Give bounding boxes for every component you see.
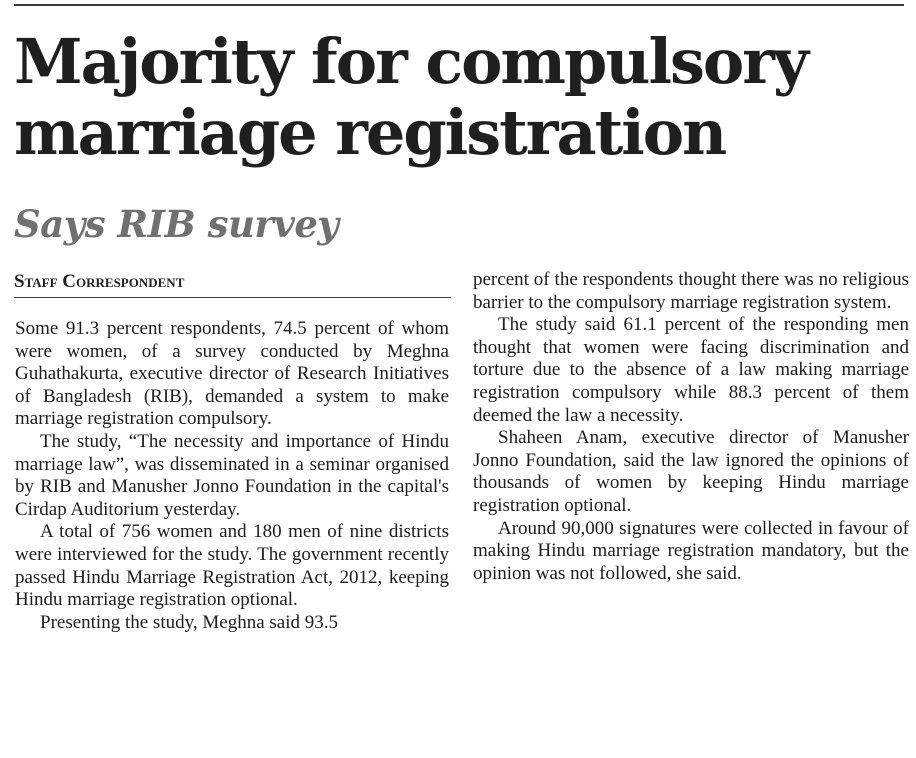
article-column-right: percent of the respondents thought there… [473,269,909,585]
paragraph: Shaheen Anam, executive director of Manu… [473,427,909,516]
byline: Staff Correspondent [14,271,185,292]
byline-rule [14,297,451,298]
paragraph: A total of 756 women and 180 men of nine… [15,521,449,611]
paragraph: Some 91.3 percent respondents, 74.5 perc… [15,318,449,430]
paragraph: percent of the respondents thought there… [473,269,909,313]
paragraph: Presenting the study, Meghna said 93.5 [40,611,338,633]
subheadline: Says RIB survey [14,202,339,246]
article-column-left: Some 91.3 percent respondents, 74.5 perc… [15,318,449,634]
paragraph: The study, “The necessity and importance… [15,430,449,520]
paragraph: Around 90,000 signatures were collected … [473,517,909,584]
paragraph: The study said 61.1 percent of the respo… [473,314,909,426]
top-rule [14,4,904,6]
headline: Majority for compulsory marriage registr… [14,25,809,169]
